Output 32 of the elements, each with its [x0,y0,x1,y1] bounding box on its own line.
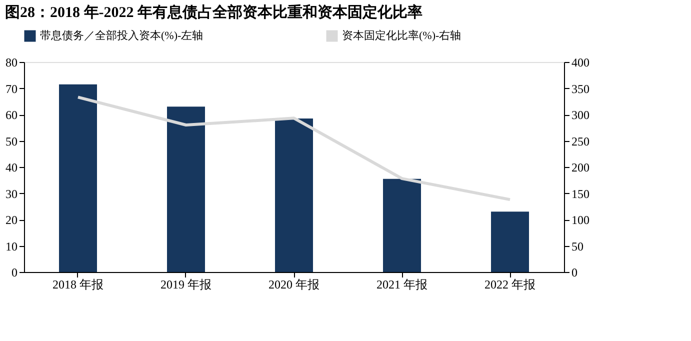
y2-tick-label: 100 [572,213,590,227]
legend-label: 资本固定化比率(%)-右轴 [342,29,462,42]
y2-tick-label: 0 [572,266,578,280]
y-tick-label: 60 [6,108,18,122]
y2-tick-label: 50 [572,239,584,254]
x-tick-label: 2022 年报 [484,278,536,292]
y-tick-label: 20 [6,213,18,227]
x-tick-label: 2018 年报 [52,278,104,292]
bar [59,84,97,272]
line-series [76,96,512,202]
y-tick-label: 10 [6,239,18,254]
chart-title: 图28：2018 年-2022 年有息债占全部资本比重和资本固定化比率 [5,3,422,21]
y-tick-label: 50 [6,134,18,148]
x-tick-label: 2019 年报 [160,278,212,292]
y2-tick-label: 300 [572,108,590,122]
y-tick-label: 70 [6,82,18,96]
y-tick-label: 0 [12,266,18,280]
legend-label: 带息债务／全部投入资本(%)-左轴 [40,29,204,42]
y-tick-label: 30 [6,186,18,201]
y2-tick-label: 350 [572,82,590,96]
y-tick-label: 40 [6,160,18,174]
y2-tick-label: 150 [572,186,590,201]
bar [491,212,529,272]
x-tick-label: 2021 年报 [376,278,428,292]
bar [383,178,421,272]
y2-tick-label: 200 [572,160,590,174]
bar [275,118,313,272]
x-tick-label: 2020 年报 [268,278,320,292]
bar [167,106,205,272]
y2-tick-label: 250 [572,134,590,148]
y2-tick-label: 400 [572,56,590,70]
y-tick-label: 80 [6,56,18,70]
